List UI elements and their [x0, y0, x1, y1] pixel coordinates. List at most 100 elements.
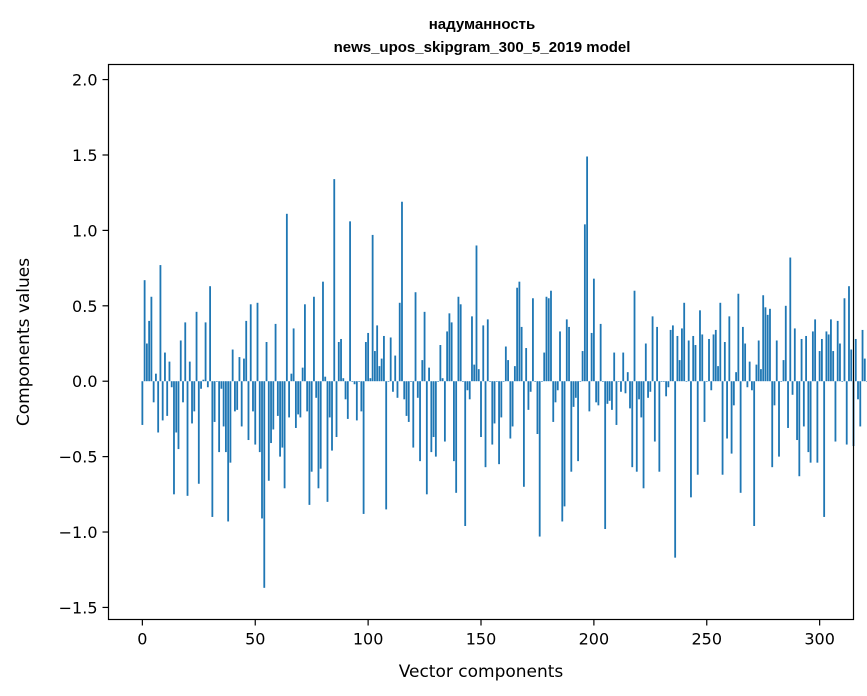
bar [385, 381, 388, 510]
bar [565, 319, 568, 382]
bar [299, 381, 302, 418]
bar [218, 381, 221, 453]
bar [805, 335, 807, 382]
bar [484, 381, 487, 468]
bar [830, 319, 832, 382]
bar [793, 328, 796, 382]
bar [222, 381, 225, 427]
bar [651, 316, 654, 382]
bar [249, 304, 252, 382]
bar [613, 352, 616, 382]
bar [739, 381, 742, 493]
bar [450, 322, 453, 382]
bar [816, 381, 819, 463]
bar [581, 351, 584, 382]
bar [723, 342, 726, 382]
bar [832, 351, 835, 382]
bar [744, 343, 747, 382]
bar [340, 338, 342, 382]
bar [513, 366, 516, 382]
bar [796, 381, 798, 441]
bar [186, 381, 189, 496]
bar [660, 381, 663, 382]
bar [836, 320, 839, 382]
bar [220, 381, 223, 389]
bar [362, 381, 365, 514]
bar [155, 373, 157, 382]
bar [820, 338, 823, 382]
bar [188, 361, 191, 382]
bar [527, 381, 530, 410]
bar [681, 328, 683, 382]
bar [261, 381, 263, 519]
y-tick-label: 2.0 [72, 71, 97, 90]
bar [748, 361, 751, 382]
x-tick-label: 0 [137, 630, 147, 649]
bar [331, 381, 333, 451]
bar [741, 326, 744, 382]
bar [342, 378, 345, 382]
bar [766, 314, 769, 382]
bar [351, 381, 354, 382]
bar [615, 381, 618, 425]
bar [509, 381, 512, 439]
bar [428, 367, 430, 382]
bar [425, 381, 428, 495]
bar [857, 381, 859, 400]
bar [570, 381, 573, 472]
bar [778, 381, 780, 457]
bar [714, 329, 717, 382]
bar [592, 278, 595, 382]
x-tick-label: 150 [466, 630, 497, 649]
bar [814, 319, 817, 382]
bar [308, 381, 311, 505]
bar [760, 369, 762, 382]
bar [633, 290, 636, 382]
bar [579, 381, 582, 382]
bar [536, 381, 539, 434]
bar [843, 298, 846, 382]
bar [516, 287, 519, 382]
bar [511, 381, 514, 427]
bar [599, 323, 602, 382]
bar [288, 381, 291, 418]
x-axis-ticks: 0 50 100 150 200 250 300 [137, 619, 835, 649]
bar [211, 381, 214, 517]
bar [247, 381, 250, 441]
bar [439, 345, 442, 382]
bar [784, 305, 787, 382]
bar [215, 381, 218, 382]
bar [502, 381, 505, 382]
bar [297, 381, 300, 415]
bar [403, 381, 406, 400]
bar [602, 381, 604, 382]
bar [265, 342, 268, 382]
bar [477, 369, 480, 382]
bar [543, 352, 546, 382]
bar [534, 381, 537, 382]
bar [577, 381, 579, 462]
bar [193, 381, 196, 412]
bar [762, 295, 765, 382]
bar [274, 323, 277, 382]
bars-group [141, 156, 867, 588]
bar [710, 381, 713, 391]
bar [863, 358, 866, 382]
bar [622, 352, 625, 382]
bar [827, 334, 830, 382]
bar [448, 313, 451, 382]
bar [705, 381, 708, 382]
bar [653, 381, 656, 442]
bar [152, 381, 155, 403]
bar [394, 355, 397, 382]
bar [854, 338, 857, 382]
bar [471, 316, 473, 382]
bar [712, 334, 715, 382]
bar [493, 381, 496, 424]
bar [775, 340, 778, 382]
bar [326, 381, 329, 502]
bar [416, 381, 419, 398]
bar [780, 381, 783, 382]
bar [195, 311, 198, 382]
bar [166, 381, 169, 416]
